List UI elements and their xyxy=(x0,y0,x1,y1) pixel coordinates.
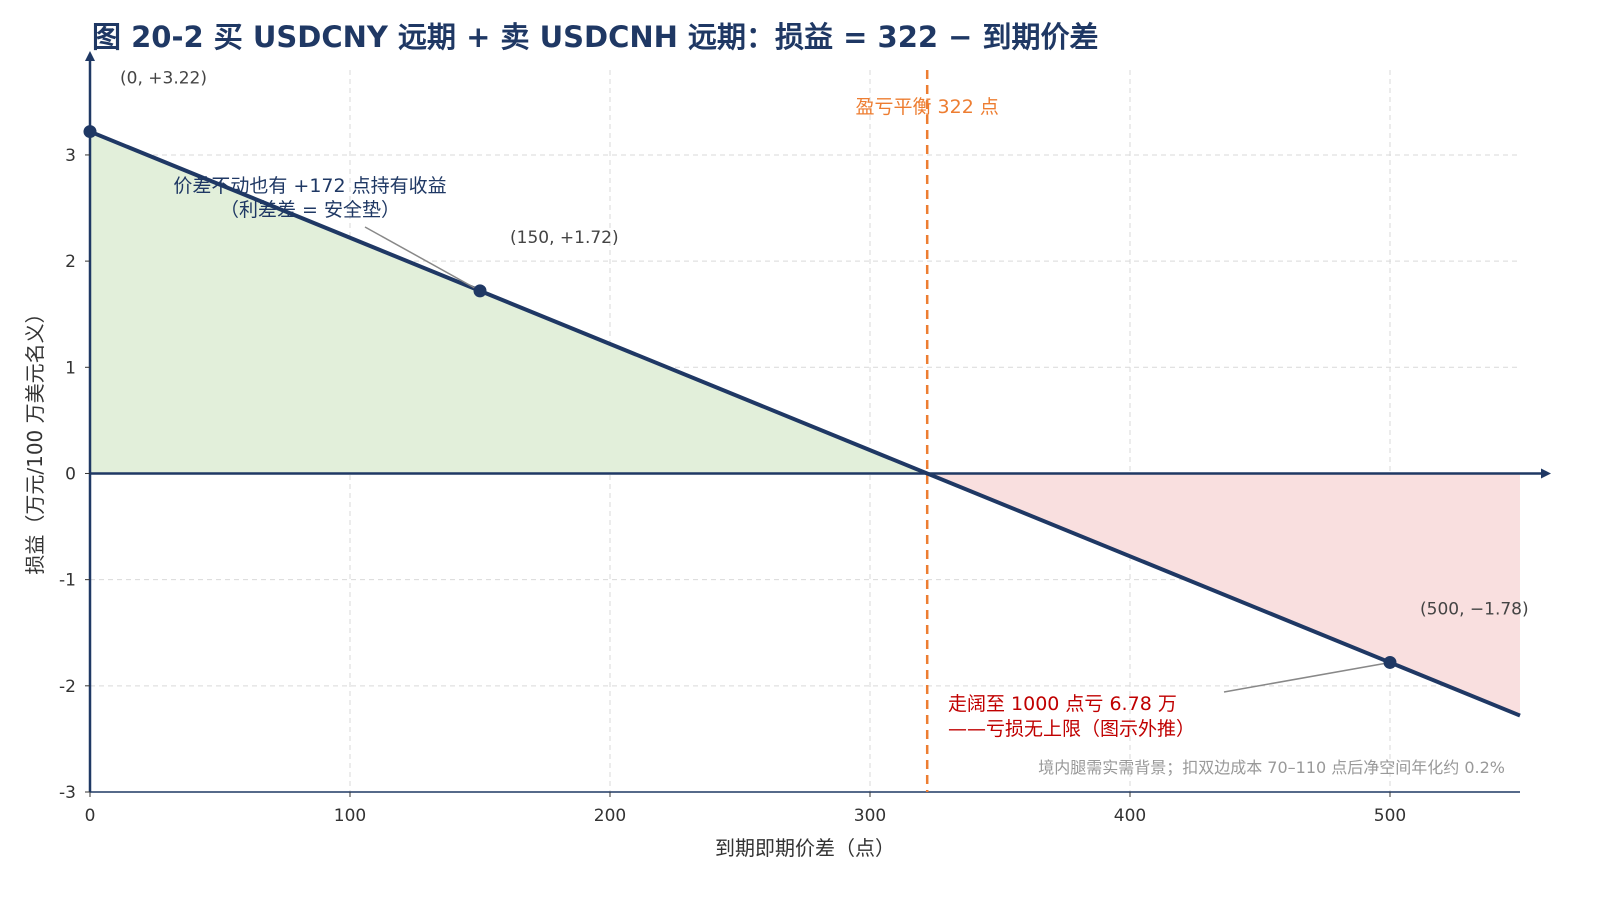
annotation-pointer xyxy=(364,226,481,292)
annotations: 盈亏平衡 322 点 (0, +3.22) (150, +1.72) (500, −1… xyxy=(120,69,1529,777)
y-axis-label: 损益（万元/100 万美元名义） xyxy=(23,303,47,574)
data-point xyxy=(83,125,97,139)
data-point xyxy=(1383,655,1397,669)
breakeven-label: 盈亏平衡 322 点 xyxy=(856,96,999,118)
pnl-line xyxy=(89,129,1521,718)
y-tick-label: 1 xyxy=(65,358,76,378)
y-tick-label: 2 xyxy=(65,252,76,272)
x-tick-label: 200 xyxy=(594,806,626,826)
x-tick-label: 100 xyxy=(334,806,366,826)
chart-title: 图 20-2 买 USDCNY 远期 + 卖 USDCNH 远期：损益 = 32… xyxy=(92,20,1099,54)
y-tick-label: -1 xyxy=(59,571,76,591)
x-tick-label: 300 xyxy=(854,806,886,826)
y-tick-label: 3 xyxy=(65,146,76,166)
annotation-pointer xyxy=(1223,661,1391,693)
annotation-carry-text: （利差差 = 安全垫） xyxy=(220,199,400,221)
point-label: (500, −1.78) xyxy=(1420,599,1529,619)
annotation-loss-text: 走阔至 1000 点亏 6.78 万 xyxy=(948,693,1177,715)
x-tick-label: 400 xyxy=(1114,806,1146,826)
x-tick-label: 0 xyxy=(85,806,96,826)
annotation-carry-text: 价差不动也有 +172 点持有收益 xyxy=(173,175,446,197)
y-tick-label: -3 xyxy=(59,783,76,803)
data-point xyxy=(473,284,487,298)
data-points xyxy=(83,125,1397,669)
y-tick-label: 0 xyxy=(65,464,76,484)
point-label: (0, +3.22) xyxy=(120,69,207,89)
footnote: 境内腿需实需背景；扣双边成本 70–110 点后净空间年化约 0.2% xyxy=(1038,758,1505,777)
y-tick-label: -2 xyxy=(59,677,76,697)
axes: 0 100 200 300 400 500 -3 -2 -1 0 1 2 3 到期即期价差（点） 损益（万元… xyxy=(23,51,1551,860)
series-lines xyxy=(89,129,1521,718)
x-axis-label: 到期即期价差（点） xyxy=(715,836,895,860)
x-tick-label: 500 xyxy=(1374,806,1406,826)
point-label: (150, +1.72) xyxy=(510,228,619,248)
annotation-loss-text: ——亏损无上限（图示外推） xyxy=(948,718,1195,740)
